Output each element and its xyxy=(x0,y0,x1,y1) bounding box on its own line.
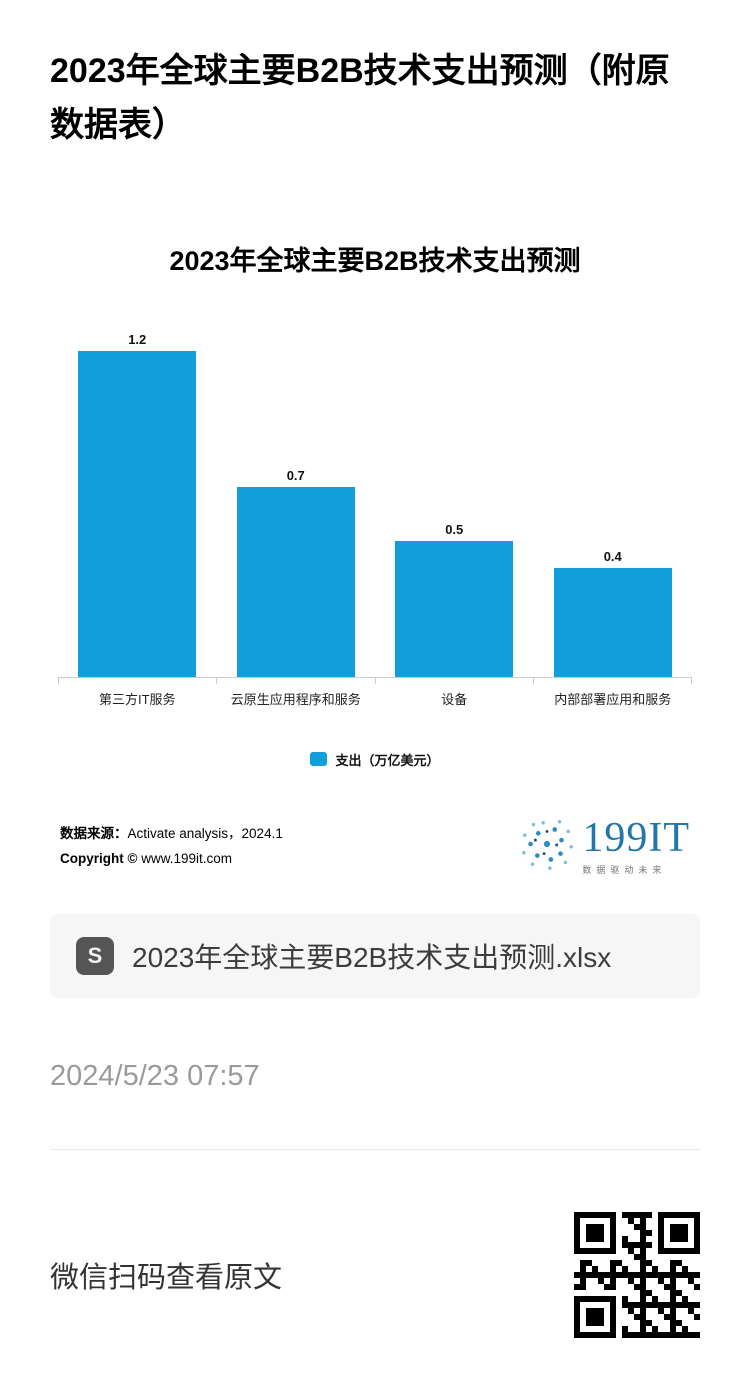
bar-column: 0.5 xyxy=(375,318,534,677)
legend-swatch xyxy=(310,752,328,767)
axis-tick xyxy=(216,677,218,684)
bar xyxy=(78,350,197,677)
source-row: 数据来源：Activate analysis，2024.1 Copyright … xyxy=(60,815,690,878)
bar-column: 0.7 xyxy=(217,318,376,677)
brand-logo: 199IT 数据驱动未来 xyxy=(518,815,690,878)
axis-tick xyxy=(532,677,534,684)
copyright-label: Copyright © xyxy=(60,851,138,867)
x-axis-label: 设备 xyxy=(441,691,468,707)
axis-tick xyxy=(691,677,692,684)
attachment-card[interactable]: S 2023年全球主要B2B技术支出预测.xlsx xyxy=(50,913,700,998)
bar xyxy=(395,540,514,677)
bar-value-label: 1.2 xyxy=(128,331,147,347)
data-source-value: Activate analysis，2024.1 xyxy=(127,825,283,841)
divider xyxy=(50,1148,700,1150)
attachment-filename: 2023年全球主要B2B技术支出预测.xlsx xyxy=(132,941,612,973)
logo-text-block: 199IT 数据驱动未来 xyxy=(582,817,690,876)
chart-axis-ticks xyxy=(58,677,692,684)
article-page: 2023年全球主要B2B技术支出预测（附原数据表） 2023年全球主要B2B技术… xyxy=(0,44,750,1393)
source-text: 数据来源：Activate analysis，2024.1 Copyright … xyxy=(60,821,283,872)
bar-value-label: 0.5 xyxy=(445,521,464,537)
bar-column: 1.2 xyxy=(58,318,217,677)
chart: 2023年全球主要B2B技术支出预测 1.2 0.7 0.5 0.4 第三方IT服务 云… xyxy=(0,239,750,769)
data-source-label: 数据来源： xyxy=(60,825,128,841)
x-axis-label: 第三方IT服务 xyxy=(98,691,176,707)
bar-column: 0.4 xyxy=(534,318,693,677)
bar xyxy=(236,486,355,677)
footer: 微信扫码查看原文 xyxy=(50,1150,700,1393)
dandelion-icon xyxy=(518,815,576,878)
bar-value-label: 0.7 xyxy=(286,467,305,483)
logo-name: 199IT xyxy=(582,814,690,861)
bar-value-label: 0.4 xyxy=(603,548,622,564)
legend-label: 支出（万亿美元） xyxy=(335,752,440,768)
page-title: 2023年全球主要B2B技术支出预测（附原数据表） xyxy=(50,52,670,145)
logo-tagline: 数据驱动未来 xyxy=(582,864,667,875)
data-source-line: 数据来源：Activate analysis，2024.1 xyxy=(60,821,283,847)
chart-plot: 1.2 0.7 0.5 0.4 xyxy=(58,318,692,678)
spreadsheet-icon: S xyxy=(76,936,114,975)
axis-tick xyxy=(374,677,376,684)
qr-code xyxy=(574,1211,700,1338)
x-axis-label: 内部部署应用和服务 xyxy=(554,691,672,707)
axis-tick xyxy=(58,677,59,684)
bar xyxy=(553,567,672,677)
x-axis-label: 云原生应用程序和服务 xyxy=(230,691,361,707)
footer-scan-text: 微信扫码查看原文 xyxy=(50,1261,283,1294)
chart-legend: 支出（万亿美元） xyxy=(0,750,750,769)
copyright-value: www.199it.com xyxy=(141,851,233,867)
publish-timestamp: 2024/5/23 07:57 xyxy=(50,1059,260,1092)
chart-x-axis: 第三方IT服务 云原生应用程序和服务 设备 内部部署应用和服务 xyxy=(58,684,692,708)
chart-title: 2023年全球主要B2B技术支出预测 xyxy=(169,245,581,276)
copyright-line: Copyright © www.199it.com xyxy=(60,846,283,872)
